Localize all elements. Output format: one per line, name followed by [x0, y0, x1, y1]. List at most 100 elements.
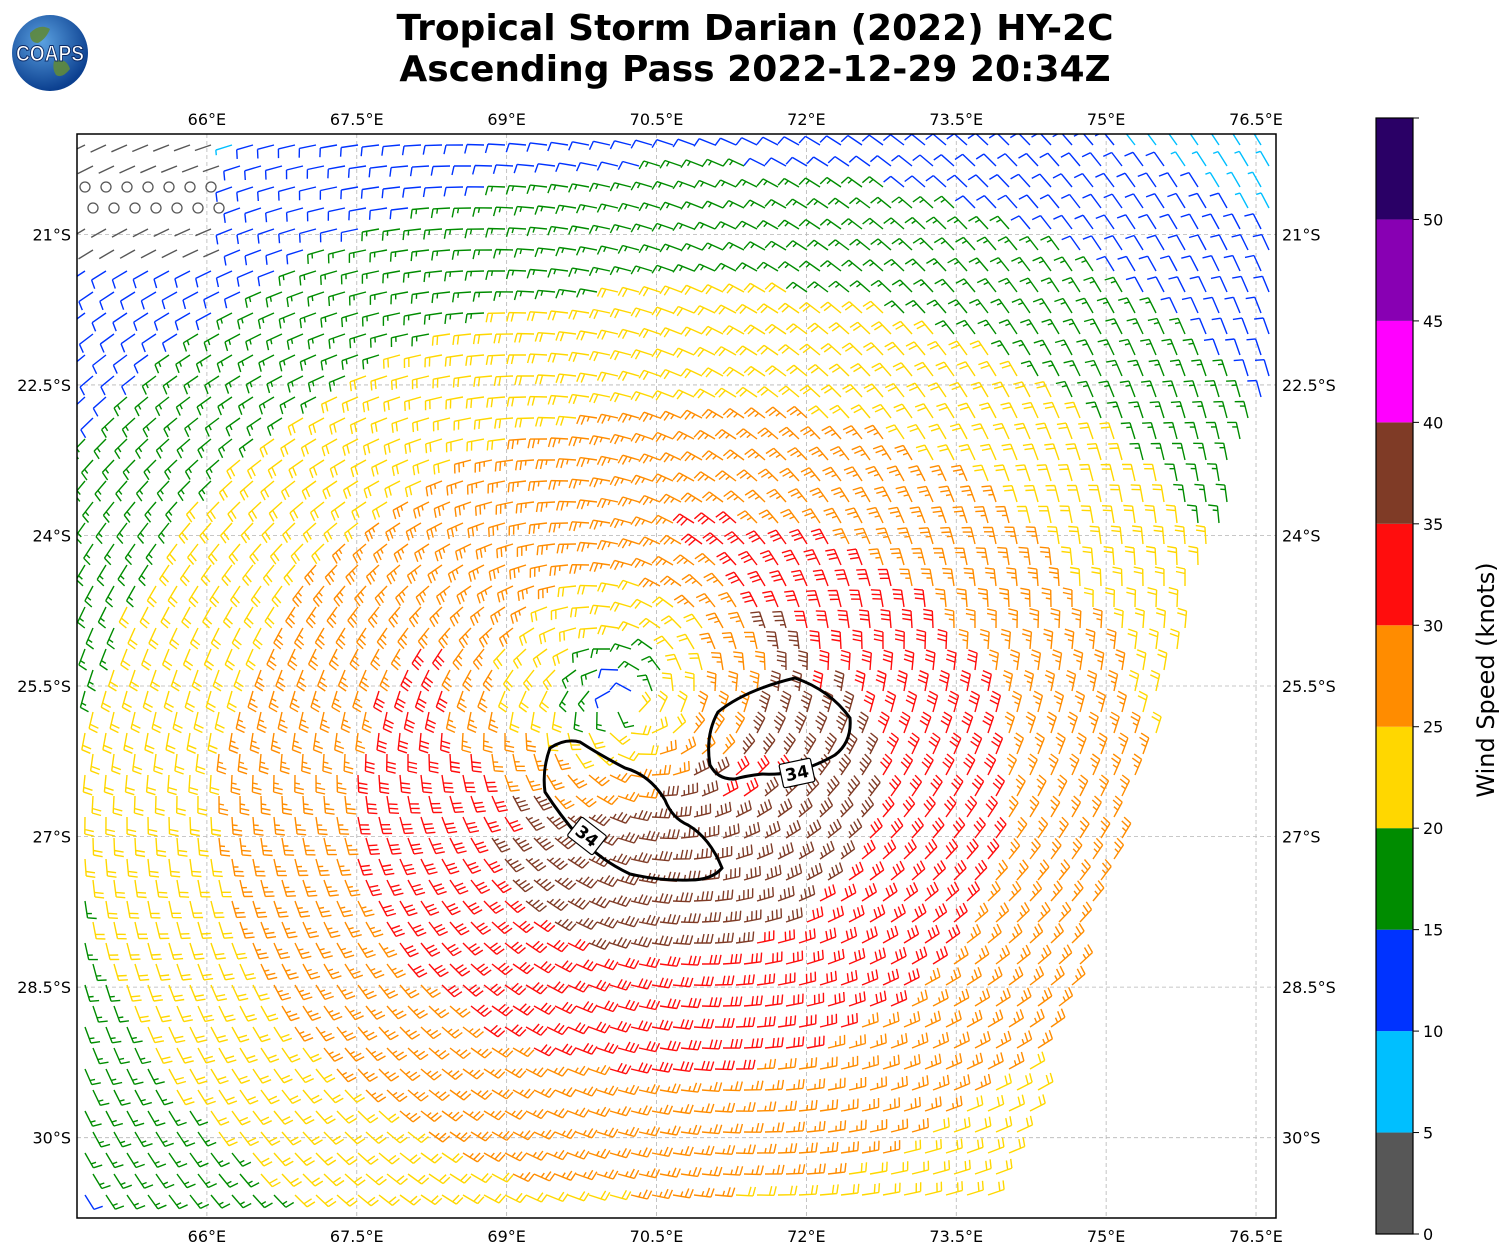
wind-barb: [413, 501, 430, 519]
wind-barb: [902, 796, 916, 818]
wind-barb: [651, 431, 674, 443]
wind-barb: [491, 1089, 514, 1100]
wind-barb: [361, 711, 372, 734]
bottom-lon-label: 69°E: [487, 1227, 525, 1246]
wind-barb: [1018, 546, 1031, 566]
wind-barb: [819, 260, 842, 272]
wind-barb: [92, 396, 107, 417]
wind-barb: [111, 753, 122, 775]
wind-barb: [994, 816, 1007, 839]
colorbar-tick-label: 45: [1423, 312, 1443, 331]
wind-barb: [252, 1194, 273, 1209]
wind-barb: [1254, 359, 1270, 377]
wind-barb: [452, 291, 472, 303]
wind-barb: [412, 459, 430, 476]
wind-barb: [533, 1171, 556, 1182]
wind-barb: [819, 176, 842, 188]
wind-barb: [79, 690, 89, 713]
wind-barb: [239, 1131, 260, 1147]
wind-barb: [187, 543, 199, 565]
wind-barb: [693, 179, 716, 189]
wind-barb: [995, 945, 1011, 965]
wind-barb: [165, 732, 176, 754]
wind-barb: [99, 333, 115, 353]
wind-barb: [432, 648, 445, 671]
wind-barb: [840, 970, 858, 986]
plot-border: [76, 133, 1277, 1219]
wind-barb: [1071, 795, 1082, 818]
wind-barb: [815, 711, 828, 734]
wind-barb: [189, 1068, 208, 1085]
wind-barb: [1121, 816, 1132, 839]
wind-barb: [933, 154, 955, 167]
wind-barb: [609, 811, 632, 824]
wind-barb: [188, 774, 199, 796]
wind-barb: [819, 1013, 838, 1028]
wind-barb: [1209, 192, 1228, 209]
wind-barb: [166, 543, 178, 566]
wind-barb: [807, 322, 829, 335]
wind-barb: [1150, 669, 1161, 692]
wind-barb: [1165, 504, 1178, 524]
wind-barb: [651, 1104, 674, 1115]
wind-barb: [348, 207, 367, 221]
wind-barb: [892, 588, 905, 608]
wind-barb: [81, 732, 92, 754]
wind-barb: [672, 1019, 694, 1030]
wind-barb: [513, 290, 535, 301]
wind-barb: [841, 259, 863, 272]
wind-barb: [1052, 649, 1063, 671]
wind-barb: [260, 1173, 281, 1188]
wind-barb: [1011, 256, 1031, 272]
wind-barb: [1099, 422, 1115, 440]
wind-barb: [764, 323, 787, 335]
wind-barb: [1011, 298, 1031, 314]
wind-barb: [945, 924, 961, 944]
wind-barb: [323, 795, 335, 815]
wind-barb: [90, 270, 107, 289]
wind-barb: [638, 327, 661, 339]
wind-barb: [827, 948, 845, 965]
wind-barb: [984, 567, 997, 587]
wind-barb: [218, 480, 233, 501]
wind-barb: [98, 249, 115, 260]
wind-barb: [680, 242, 703, 252]
wind-barb: [1180, 213, 1199, 230]
wind-barb: [170, 669, 182, 692]
wind-barb: [475, 543, 493, 560]
top-lon-label: 66°E: [188, 110, 226, 129]
wind-barb: [296, 669, 307, 692]
wind-barb: [403, 354, 422, 369]
wind-barb: [470, 1047, 493, 1059]
wind-barb: [672, 138, 695, 148]
wind-barb: [747, 570, 766, 587]
wind-barb: [336, 1194, 358, 1207]
wind-barb: [218, 1005, 236, 1022]
wind-barb: [617, 660, 640, 671]
wind-barb: [764, 365, 787, 377]
wind-barb: [349, 648, 360, 671]
wind-barb: [693, 512, 716, 525]
wind-barb: [1145, 545, 1157, 566]
wind-barb: [638, 244, 661, 254]
wind-barb: [765, 631, 779, 650]
wind-barb: [423, 228, 443, 240]
wind-barb: [336, 774, 347, 795]
wind-barb: [911, 1032, 929, 1049]
wind-barb: [328, 333, 346, 349]
wind-barb: [132, 270, 149, 289]
wind-barb: [576, 499, 598, 510]
wind-barb: [789, 528, 808, 545]
wind-barb: [134, 396, 149, 417]
wind-barb: [341, 354, 359, 370]
wind-barb: [1037, 944, 1052, 965]
wind-barb: [1073, 172, 1094, 188]
wind-barb: [1137, 172, 1157, 188]
wind-barb: [1079, 901, 1093, 923]
wind-barb: [80, 417, 94, 439]
wind-barb: [344, 1173, 366, 1186]
wind-barb: [207, 732, 218, 754]
wind-barb: [223, 165, 241, 181]
wind-barb: [976, 236, 997, 251]
wind-barb: [267, 459, 283, 479]
